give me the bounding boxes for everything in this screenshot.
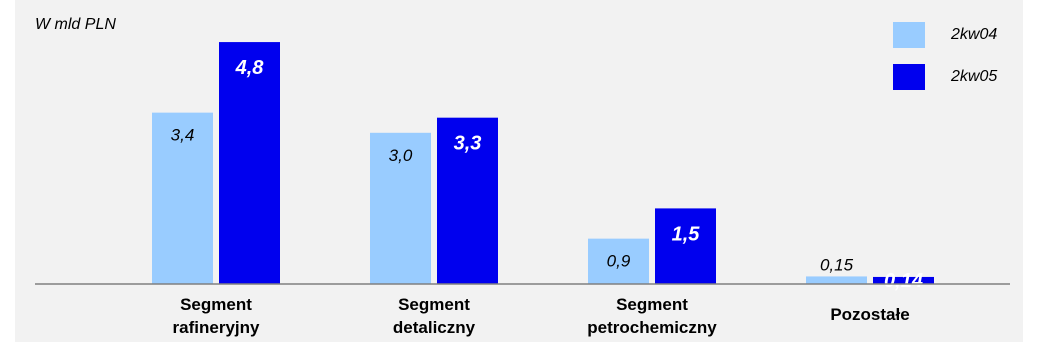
data-label-2kw04-0: 3,4 (171, 126, 195, 145)
bar-2kw05-3 (873, 276, 934, 284)
data-label-2kw05-0: 4,8 (235, 57, 265, 79)
data-label-2kw04-3: 0,15 (820, 255, 854, 274)
data-label-2kw04-1: 3,0 (389, 146, 413, 165)
bar-2kw04-1 (370, 132, 431, 284)
data-label-2kw04-2: 0,9 (607, 252, 631, 271)
bar-2kw04-3 (806, 276, 867, 284)
category-label-1-1: detaliczny (393, 318, 476, 337)
data-label-2kw05-2: 1,5 (672, 223, 701, 245)
bar-2kw04-2 (588, 238, 649, 284)
category-label-2-0: Segment (616, 295, 688, 314)
bar-2kw05-2 (655, 208, 716, 284)
data-label-2kw05-3: 0,14 (884, 270, 923, 292)
bar-2kw04-0 (152, 112, 213, 284)
category-label-0-1: rafineryjny (173, 318, 260, 337)
bar-2kw05-0 (219, 42, 280, 284)
data-label-2kw05-1: 3,3 (454, 133, 482, 155)
category-label-1-0: Segment (398, 295, 470, 314)
category-label-0-0: Segment (180, 295, 252, 314)
legend-swatch-2kw05 (893, 64, 925, 90)
bar-2kw05-1 (437, 117, 498, 285)
legend-item-2kw04: 2kw04 (893, 22, 997, 48)
legend-label-2kw04: 2kw04 (951, 26, 998, 43)
legend-item-2kw05: 2kw05 (893, 64, 997, 90)
legend-swatch-2kw04 (893, 22, 925, 48)
category-label-2-1: petrochemiczny (587, 318, 717, 337)
unit-label: W mld PLN (35, 16, 116, 33)
category-label-3-0: Pozostałe (830, 305, 909, 324)
legend-label-2kw05: 2kw05 (951, 68, 998, 85)
